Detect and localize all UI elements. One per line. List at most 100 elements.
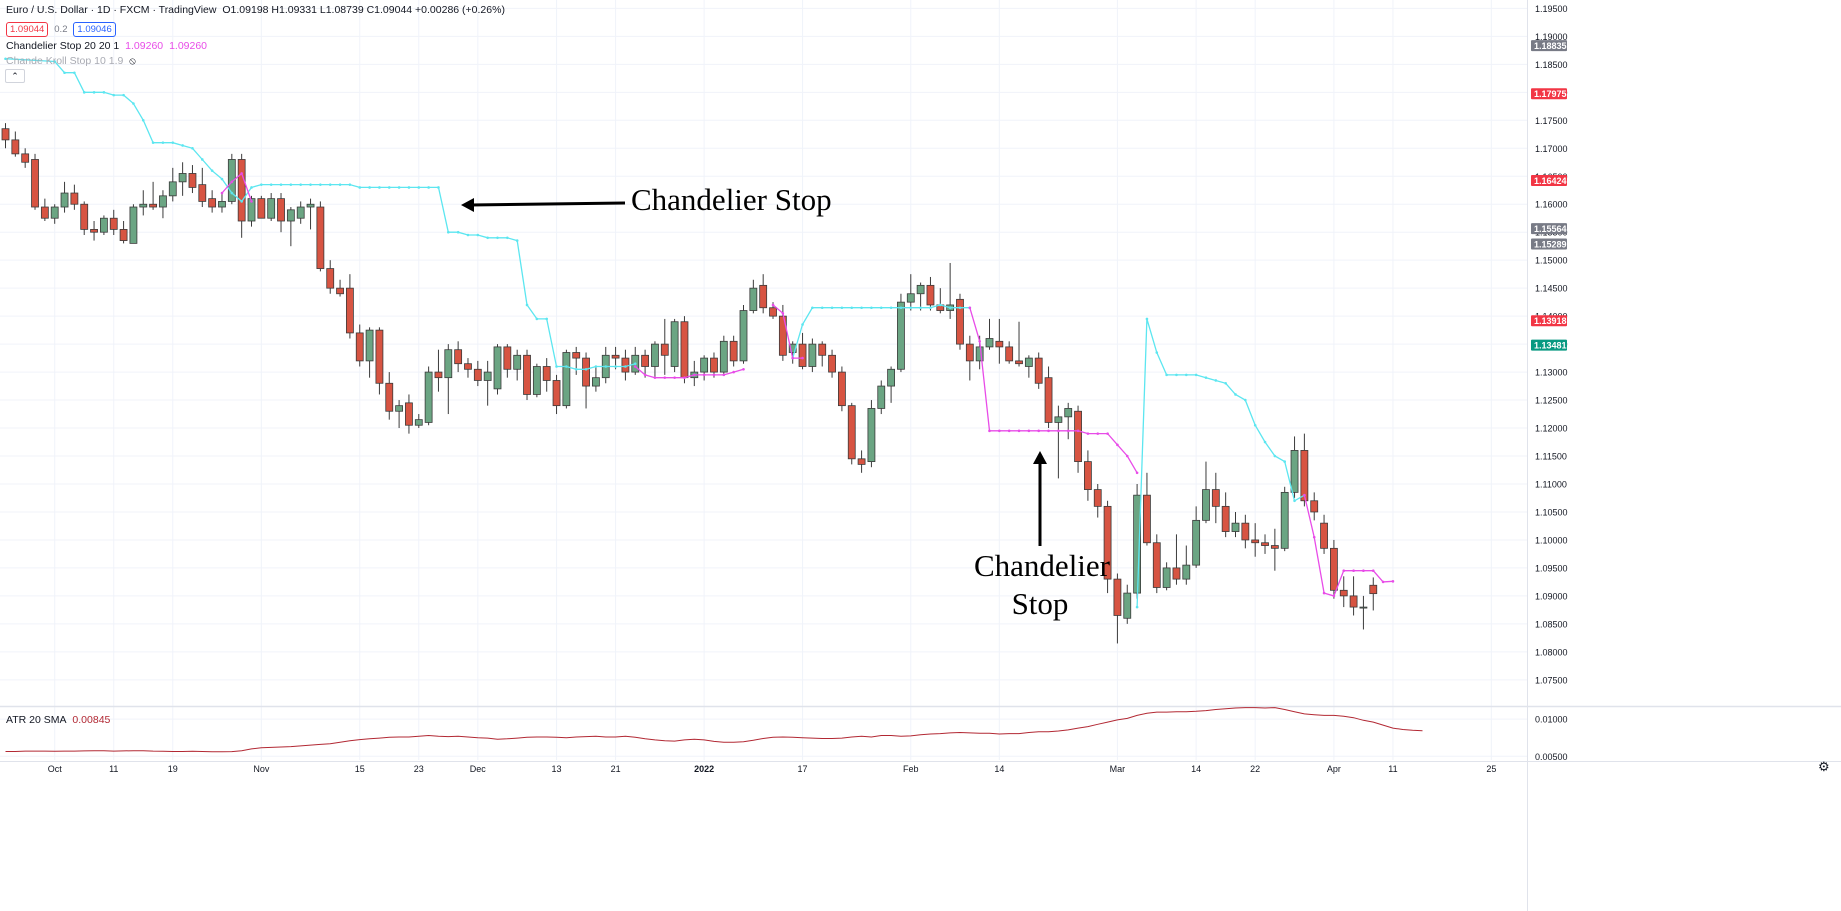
candle [1270, 528, 1279, 571]
stop-point [1391, 580, 1395, 583]
time-tick-label: 14 [1191, 764, 1201, 774]
candle-body [1162, 567, 1171, 588]
candle-body [149, 203, 158, 208]
stop-point [574, 367, 578, 371]
buy-price-button[interactable]: 1.09046 [73, 22, 116, 37]
time-tick-label: Oct [48, 764, 63, 774]
price-tick-label: 1.08000 [1535, 647, 1568, 657]
candle [286, 207, 295, 247]
stop-point [348, 183, 352, 186]
candle-body [1064, 408, 1073, 418]
stop-point [653, 376, 657, 379]
candle-body [1074, 410, 1082, 463]
stop-point [1253, 423, 1257, 427]
candle-body [582, 357, 590, 387]
price-tag-bg [1531, 175, 1567, 187]
stop-point [584, 367, 588, 371]
candle-body [1231, 522, 1240, 532]
candle [552, 374, 561, 415]
candle-body [483, 371, 492, 381]
atr-tick-label: 0.00500 [1535, 752, 1568, 762]
stop-point [1371, 569, 1375, 573]
price-tag: 1.13918 [1531, 315, 1567, 327]
candle [40, 198, 49, 222]
stop-point [840, 306, 844, 310]
stop-point [63, 71, 66, 75]
atr-label: ATR 20 SMA [6, 714, 67, 726]
stop-point [1185, 373, 1188, 377]
ohlc-readout: O1.09198 H1.09331 L1.08739 C1.09044 +0.0… [222, 4, 505, 16]
price-tag: 1.16424 [1531, 175, 1567, 187]
stop-point [998, 429, 1001, 433]
stop-point [102, 91, 106, 94]
candle-body [818, 343, 827, 356]
candle [1211, 472, 1220, 524]
stop-point [1037, 429, 1040, 433]
stop-line [1136, 318, 1305, 608]
stop-point [1116, 443, 1119, 447]
price-tag-label: 1.13918 [1534, 316, 1567, 326]
stop-point [417, 186, 421, 189]
candle-body [965, 343, 974, 362]
sell-price-button[interactable]: 1.09044 [6, 22, 49, 37]
candle-body [572, 352, 581, 359]
stop-point [299, 183, 303, 186]
stop-point [112, 93, 116, 97]
candle [1044, 366, 1053, 429]
stop-point [850, 306, 854, 310]
stop-point [319, 183, 322, 186]
stop-point [427, 186, 430, 189]
stop-point [1165, 373, 1168, 377]
candle-body [168, 181, 177, 197]
indicator-legend-atr[interactable]: ATR 20 SMA 0.00845 [6, 714, 113, 726]
candle [21, 148, 30, 168]
indicator-legend-kroll[interactable]: Chande Kroll Stop 10 1.9 ⦸ [6, 55, 139, 67]
stop-point [456, 230, 460, 234]
price-tick-label: 1.09000 [1535, 591, 1568, 601]
price-tick-label: 1.11000 [1535, 479, 1567, 489]
stop-point [988, 429, 991, 433]
eye-hidden-icon[interactable]: ⦸ [129, 56, 136, 67]
candle [1310, 492, 1319, 521]
candle-body [316, 206, 325, 269]
candle [1261, 534, 1269, 554]
stop-point [525, 303, 529, 307]
candle [828, 349, 836, 378]
candle-body [267, 198, 276, 219]
stop-point [407, 186, 411, 189]
candle-body [198, 184, 207, 202]
candle [129, 204, 138, 244]
stop-point [141, 118, 145, 122]
candle-body [1290, 450, 1299, 493]
chevron-up-icon[interactable]: ⌃ [5, 69, 25, 83]
candle [680, 316, 689, 384]
indicator-legend-chandelier[interactable]: Chandelier Stop 20 20 1 1.09260 1.09260 [6, 40, 210, 52]
candle [1074, 405, 1082, 473]
candle [847, 402, 856, 465]
symbol-title[interactable]: Euro / U.S. Dollar · 1D · FXCM · Trading… [6, 4, 217, 16]
time-tick-label: 22 [1250, 764, 1260, 774]
candle [857, 450, 866, 473]
candle [1093, 483, 1102, 518]
stop-point [171, 141, 175, 144]
stop-point [958, 306, 962, 310]
stop-point [53, 60, 56, 63]
price-tick-label: 1.14500 [1535, 284, 1568, 294]
candle-body [306, 203, 315, 208]
candle-body [651, 343, 659, 367]
stop-point [1135, 605, 1139, 609]
candle-body [739, 310, 748, 362]
candle-body [1103, 505, 1112, 580]
candle-body [218, 201, 226, 208]
price-tag-label: 1.15564 [1534, 224, 1567, 234]
stop-point [781, 312, 785, 315]
grid [0, 0, 1527, 760]
candle [80, 201, 89, 235]
candle [1005, 341, 1014, 364]
settings-gear-icon[interactable]: ⚙ [1818, 759, 1830, 774]
stop-point [712, 373, 716, 377]
stop-point [1106, 432, 1109, 435]
candle-body [1123, 592, 1132, 619]
stop-line [772, 304, 803, 359]
